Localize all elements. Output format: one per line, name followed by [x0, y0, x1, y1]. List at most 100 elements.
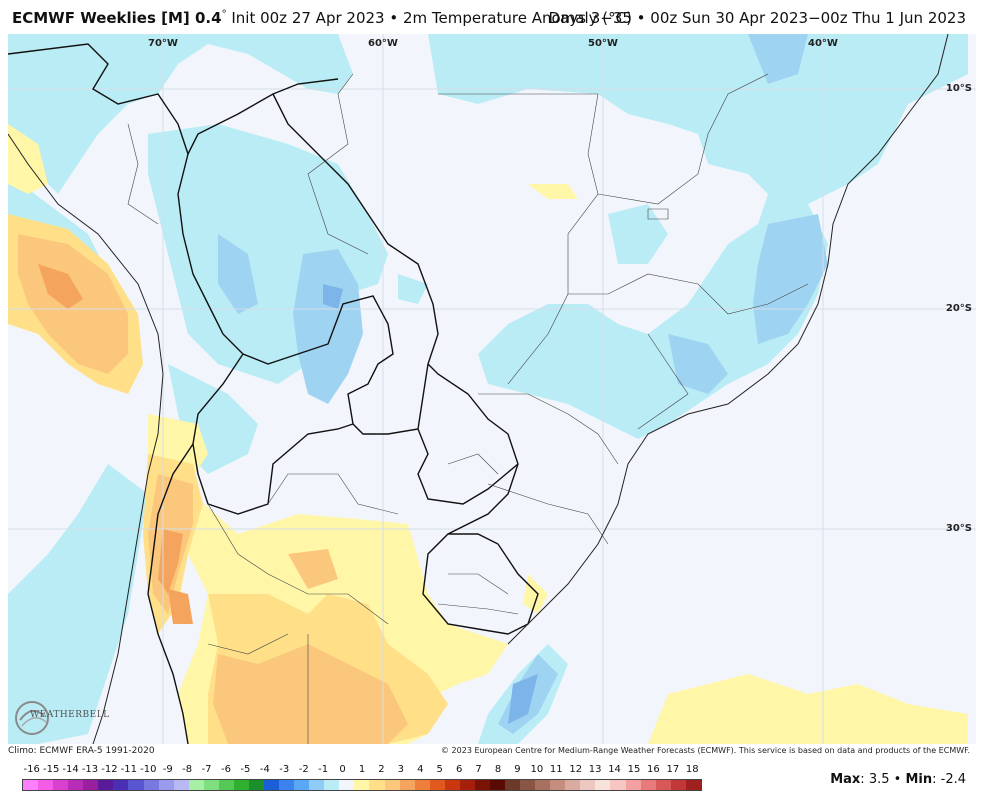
legend-swatch — [203, 780, 219, 790]
legend-tick: 12 — [569, 764, 583, 775]
anomaly-map — [8, 34, 976, 744]
legend-swatch — [670, 780, 686, 790]
legend-tick: -10 — [140, 764, 157, 775]
legend-tick: 7 — [475, 764, 482, 775]
legend-swatch — [354, 780, 370, 790]
legend-swatch — [218, 780, 234, 790]
legend-swatch — [339, 780, 355, 790]
legend-swatch — [173, 780, 189, 790]
legend-swatch — [565, 780, 581, 790]
legend-tick: -16 — [23, 764, 40, 775]
min-value: -2.4 — [940, 772, 966, 787]
legend-swatch — [248, 780, 264, 790]
legend-tick: -8 — [182, 764, 193, 775]
legend-swatch — [535, 780, 551, 790]
max-value: 3.5 — [868, 772, 890, 787]
legend-tick: 13 — [588, 764, 602, 775]
variable-name: 2m Temperature Anomaly (°C) — [403, 9, 632, 27]
weatherbell-swirl-icon — [15, 701, 49, 735]
legend-tick: -3 — [279, 764, 290, 775]
legend-tick: -15 — [42, 764, 60, 775]
legend-tick: 17 — [666, 764, 680, 775]
map-title: ECMWF Weeklies [M] 0.4° Init 00z 27 Apr … — [12, 9, 632, 27]
legend-swatch — [128, 780, 144, 790]
legend-swatch — [98, 780, 114, 790]
longitude-label-40w: 40°W — [808, 38, 838, 49]
legend-swatch — [68, 780, 84, 790]
legend-swatch — [324, 780, 340, 790]
legend-swatch — [369, 780, 385, 790]
legend-swatch — [264, 780, 280, 790]
longitude-label-50w: 50°W — [588, 38, 618, 49]
valid-period: Days 3−35 • 00z Sun 30 Apr 2023−00z Thu … — [548, 9, 967, 27]
max-label: Max — [830, 772, 861, 787]
longitude-label-60w: 60°W — [368, 38, 398, 49]
legend-tick: 14 — [608, 764, 621, 775]
longitude-label-70w: 70°W — [148, 38, 178, 49]
legend-tick: 15 — [627, 764, 641, 775]
legend-tick: -5 — [240, 764, 251, 775]
legend-swatch — [429, 780, 445, 790]
init-time: Init 00z 27 Apr 2023 — [226, 9, 385, 27]
legend-tick: 9 — [514, 764, 521, 775]
legend-swatch — [414, 780, 430, 790]
legend-swatch — [444, 780, 460, 790]
legend-tick: -7 — [201, 764, 212, 775]
legend-swatch — [459, 780, 475, 790]
latitude-label-20s: 20°S — [945, 303, 972, 314]
legend-tick: -6 — [221, 764, 231, 775]
latitude-label-10s: 10°S — [945, 83, 972, 94]
legend-tick: -4 — [259, 764, 270, 775]
legend-swatch — [580, 780, 596, 790]
warm-anomaly-shading — [8, 124, 968, 744]
legend-swatch — [595, 780, 611, 790]
legend-swatch — [384, 780, 400, 790]
graticule — [8, 34, 976, 744]
color-legend: -16 -15 -14 -13 -12 -11 -10 -9 -8 -7 -6 -5 -4 -3 -2 -1 0… — [22, 764, 702, 794]
map-panel[interactable]: 70°W 60°W 50°W 40°W 10°S 20°S 30°S — [8, 34, 976, 744]
latitude-label-30s: 30°S — [945, 523, 972, 534]
legend-tick: -13 — [81, 764, 99, 775]
legend-swatch — [640, 780, 656, 790]
header: ECMWF Weeklies [M] 0.4° Init 00z 27 Apr … — [0, 0, 984, 34]
legend-swatch — [520, 780, 536, 790]
legend-swatch — [23, 780, 39, 790]
legend-tick: 4 — [417, 764, 424, 775]
legend-swatch — [143, 780, 159, 790]
legend-tick: 6 — [455, 764, 463, 775]
legend-tick: -2 — [298, 764, 309, 775]
legend-swatch — [309, 780, 325, 790]
max-min-readout: Max: 3.5 • Min: -2.4 — [830, 772, 966, 787]
legend-swatch — [489, 780, 505, 790]
logo-text: WEATHERBELL — [30, 710, 110, 720]
max-min-separator: • — [893, 772, 902, 787]
legend-tick: -11 — [120, 764, 138, 775]
title-separator: • — [389, 9, 399, 27]
legend-swatch — [550, 780, 566, 790]
legend-swatch — [505, 780, 521, 790]
legend-tick: -9 — [162, 764, 173, 775]
legend-swatch — [38, 780, 54, 790]
degree-symbol: ° — [221, 9, 227, 20]
legend-tick: 18 — [685, 764, 699, 775]
legend-tick: -1 — [318, 764, 329, 775]
legend-swatch — [610, 780, 626, 790]
legend-tick: 1 — [358, 764, 366, 775]
legend-tick: 0 — [339, 764, 346, 775]
legend-tick: 3 — [397, 764, 405, 775]
legend-tick: -12 — [101, 764, 118, 775]
legend-tick: 5 — [436, 764, 443, 775]
legend-swatch — [158, 780, 174, 790]
state-borders — [127, 73, 809, 744]
legend-tick: 16 — [647, 764, 660, 775]
legend-tick: 11 — [549, 764, 563, 775]
legend-tick: 2 — [378, 764, 385, 775]
legend-swatch — [685, 780, 701, 790]
country-borders — [8, 43, 539, 744]
strong-cool-anomaly — [323, 284, 538, 724]
min-label: Min — [905, 772, 933, 787]
legend-swatch — [294, 780, 310, 790]
coastline — [8, 34, 949, 744]
legend-swatch — [279, 780, 295, 790]
legend-swatch — [474, 780, 490, 790]
